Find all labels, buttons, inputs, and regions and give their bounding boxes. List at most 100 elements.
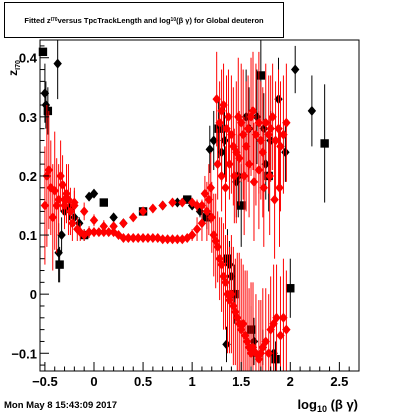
red-diamond-marker <box>89 227 99 238</box>
x-tick-label: −0.5 <box>32 374 58 389</box>
red-diamond-marker <box>243 123 253 134</box>
red-diamond-marker <box>148 203 158 214</box>
red-diamond-marker <box>265 170 274 181</box>
x-tick-label: 0 <box>90 374 97 389</box>
red-diamond-marker <box>148 233 158 244</box>
red-diamond-marker <box>133 233 143 244</box>
red-diamond-marker <box>235 153 244 164</box>
y-title-sub: I70 <box>15 60 22 70</box>
red-diamond-marker <box>238 129 248 140</box>
red-diamond-marker <box>52 200 61 211</box>
y-tick-label: 0.3 <box>19 110 37 125</box>
red-diamond-marker <box>276 141 285 152</box>
red-diamond-marker <box>119 218 128 229</box>
black-square-marker <box>271 354 280 364</box>
red-diamond-marker <box>242 336 252 347</box>
black-square-marker <box>286 284 295 293</box>
y-tick-label: 0.1 <box>19 228 37 243</box>
red-diamond-marker <box>178 197 187 208</box>
red-diamond-marker <box>271 135 280 146</box>
red-diamond-marker <box>276 330 285 341</box>
red-diamond-marker <box>217 170 226 181</box>
red-diamond-marker <box>282 117 291 128</box>
timestamp: Mon May 8 15:43:09 2017 <box>4 400 118 411</box>
red-diamond-marker <box>222 123 231 134</box>
y-tick-label: 0.2 <box>19 169 37 184</box>
red-diamond-marker <box>225 295 234 306</box>
red-diamond-marker <box>124 233 133 244</box>
red-diamond-marker <box>66 206 75 217</box>
y-axis-title: zI70 <box>6 60 22 76</box>
red-diamond-marker <box>239 170 249 181</box>
red-diamond-marker <box>197 218 207 229</box>
red-diamond-marker <box>158 200 167 211</box>
x-tick-label: 2.5 <box>330 374 348 389</box>
black-square-marker <box>237 201 246 210</box>
red-diamond-marker <box>258 147 268 158</box>
black-diamond-marker <box>222 339 231 350</box>
black-diamond-marker <box>89 188 99 199</box>
black-diamond-marker <box>173 197 182 208</box>
red-diamond-marker <box>259 182 268 193</box>
y-tick-label: 0 <box>30 287 37 302</box>
black-square-marker <box>99 198 108 207</box>
red-diamond-marker <box>94 227 104 238</box>
data-markers <box>38 40 329 371</box>
red-diamond-marker <box>249 176 259 187</box>
red-diamond-marker <box>143 233 153 244</box>
black-diamond-marker <box>291 64 300 75</box>
chart-title: Fitted z I70 versus TpcTrackLength and lo… <box>4 2 284 38</box>
red-diamond-marker <box>158 234 167 245</box>
red-diamond-marker <box>84 227 94 238</box>
red-diamond-marker <box>279 312 288 323</box>
red-diamond-marker <box>248 105 258 116</box>
red-diamond-marker <box>119 233 128 244</box>
red-diamond-marker <box>79 230 89 241</box>
red-diamond-marker <box>40 200 50 211</box>
red-diamond-marker <box>254 165 264 176</box>
red-diamond-marker <box>192 200 202 211</box>
red-diamond-marker <box>224 111 233 122</box>
black-square-marker <box>214 124 223 133</box>
red-diamond-marker <box>240 330 250 341</box>
red-diamond-marker <box>268 111 277 122</box>
black-square-marker <box>183 195 192 204</box>
red-diamond-marker <box>244 159 254 170</box>
red-diamond-marker <box>213 159 222 170</box>
black-diamond-marker <box>209 135 218 146</box>
red-diamond-marker <box>109 221 118 232</box>
black-square-marker <box>43 106 53 116</box>
red-diamond-marker <box>241 141 251 152</box>
red-diamond-marker <box>168 197 177 208</box>
black-diamond-marker <box>40 88 50 99</box>
red-diamond-marker <box>58 179 67 190</box>
red-diamond-marker <box>225 159 234 170</box>
black-square-marker <box>38 47 48 57</box>
title-text-1: Fitted z <box>24 15 51 25</box>
x-tick-label: 0.5 <box>134 374 152 389</box>
red-diamond-marker <box>270 194 279 205</box>
red-diamond-marker <box>192 224 202 235</box>
title-text-3: (β γ) for Global deuteron <box>176 15 264 25</box>
x-axis-title: log10 (β γ) <box>297 397 358 414</box>
red-diamond-marker <box>129 212 138 223</box>
red-diamond-marker <box>221 182 230 193</box>
red-diamond-marker <box>168 234 177 245</box>
axes: −0.5 0 0.5 1 1.5 2 2.5 −0.1 0 0.1 0.2 0.3 0.4 <box>11 45 350 389</box>
red-diamond-marker <box>79 206 89 217</box>
red-diamond-marker <box>261 336 270 347</box>
red-diamond-marker <box>221 277 230 288</box>
y-title-main: z <box>6 70 20 76</box>
title-sub-2: 10 <box>170 17 177 23</box>
black-square-marker <box>320 139 329 148</box>
x-title-rest: (β γ) <box>327 397 358 412</box>
plot-frame <box>39 39 360 372</box>
red-diamond-marker <box>56 170 65 181</box>
red-diamond-marker <box>48 212 57 223</box>
title-text-2: versus TpcTrackLength and log <box>57 15 171 25</box>
red-diamond-marker <box>60 194 69 205</box>
red-diamond-marker <box>206 182 215 193</box>
red-diamond-marker <box>89 215 99 226</box>
x-title-sub: 10 <box>317 404 327 414</box>
